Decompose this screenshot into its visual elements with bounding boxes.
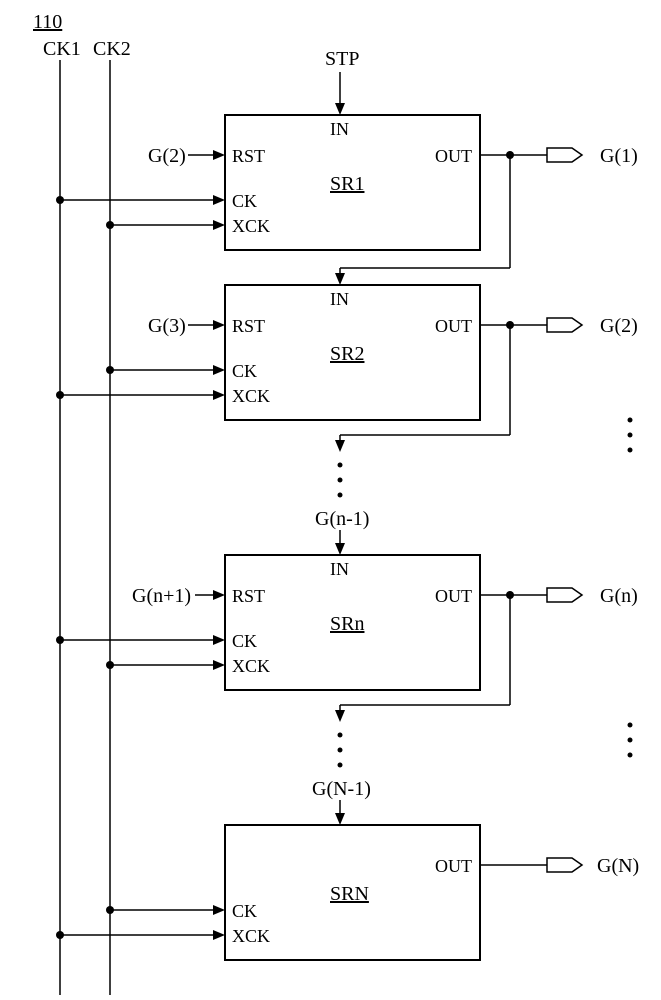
sr2-rst-source: G(3) [148, 315, 186, 337]
sr1-out-dest: G(1) [600, 145, 638, 167]
srN-out-port [547, 858, 582, 872]
sr1-name: SR1 [330, 173, 364, 195]
sr1-out-label: OUT [435, 146, 472, 166]
center-ellipsis-2-dot [338, 763, 343, 768]
sr1-xck-arrow [213, 220, 225, 230]
sr2-cascade-arrow [335, 440, 345, 452]
srn-name: SRn [330, 613, 364, 635]
sr2-ck-label: CK [232, 361, 257, 381]
srN-xck-arrow [213, 930, 225, 940]
srN-in-arrow [335, 813, 345, 825]
sr2-in-label: IN [330, 289, 349, 309]
stp-label: STP [325, 48, 359, 70]
srN-xck-label: XCK [232, 926, 270, 946]
srN-ck-label: CK [232, 901, 257, 921]
srn-out-port [547, 588, 582, 602]
sr2-out-label: OUT [435, 316, 472, 336]
srn-rst-label: RST [232, 586, 265, 606]
srn-rst-arrow [213, 590, 225, 600]
srN-name: SRN [330, 883, 369, 905]
srn-out-dest: G(n) [600, 585, 638, 607]
sr2-name: SR2 [330, 343, 364, 365]
sr1-rst-source: G(2) [148, 145, 186, 167]
srN-ck-arrow [213, 905, 225, 915]
sr1-xck-label: XCK [232, 216, 270, 236]
sr1-ck-label: CK [232, 191, 257, 211]
right-ellipsis-1-dot [628, 433, 633, 438]
stp-arrow [335, 103, 345, 115]
sr1-rst-arrow [213, 150, 225, 160]
right-ellipsis-2-dot [628, 753, 633, 758]
center-ellipsis-1-dot [338, 463, 343, 468]
right-ellipsis-2-dot [628, 723, 633, 728]
right-ellipsis-1-dot [628, 418, 633, 423]
sr1-rst-label: RST [232, 146, 265, 166]
srn-rst-source: G(n+1) [132, 585, 191, 607]
sr1-ck-arrow [213, 195, 225, 205]
sr2-ck-arrow [213, 365, 225, 375]
sr2-out-dest: G(2) [600, 315, 638, 337]
srn-cascade-arrow [335, 710, 345, 722]
ck2-label: CK2 [93, 38, 131, 60]
srN-in-source: G(N-1) [312, 778, 371, 800]
sr1-in-label: IN [330, 119, 349, 139]
srN-out-dest: G(N) [597, 855, 639, 877]
sr2-rst-arrow [213, 320, 225, 330]
sr1-cascade-arrow [335, 273, 345, 285]
srn-ck-arrow [213, 635, 225, 645]
srN-out-label: OUT [435, 856, 472, 876]
center-ellipsis-1-dot [338, 493, 343, 498]
right-ellipsis-2-dot [628, 738, 633, 743]
right-ellipsis-1-dot [628, 448, 633, 453]
figure-ref: 110 [33, 11, 62, 33]
sr1-out-port [547, 148, 582, 162]
sr2-xck-arrow [213, 390, 225, 400]
ck1-label: CK1 [43, 38, 81, 60]
srn-in-source: G(n-1) [315, 508, 369, 530]
srn-xck-arrow [213, 660, 225, 670]
srn-out-label: OUT [435, 586, 472, 606]
srn-in-label: IN [330, 559, 349, 579]
center-ellipsis-2-dot [338, 733, 343, 738]
srn-xck-label: XCK [232, 656, 270, 676]
srn-in-arrow [335, 543, 345, 555]
center-ellipsis-1-dot [338, 478, 343, 483]
sr2-xck-label: XCK [232, 386, 270, 406]
sr2-out-port [547, 318, 582, 332]
sr2-rst-label: RST [232, 316, 265, 336]
srn-ck-label: CK [232, 631, 257, 651]
center-ellipsis-2-dot [338, 748, 343, 753]
